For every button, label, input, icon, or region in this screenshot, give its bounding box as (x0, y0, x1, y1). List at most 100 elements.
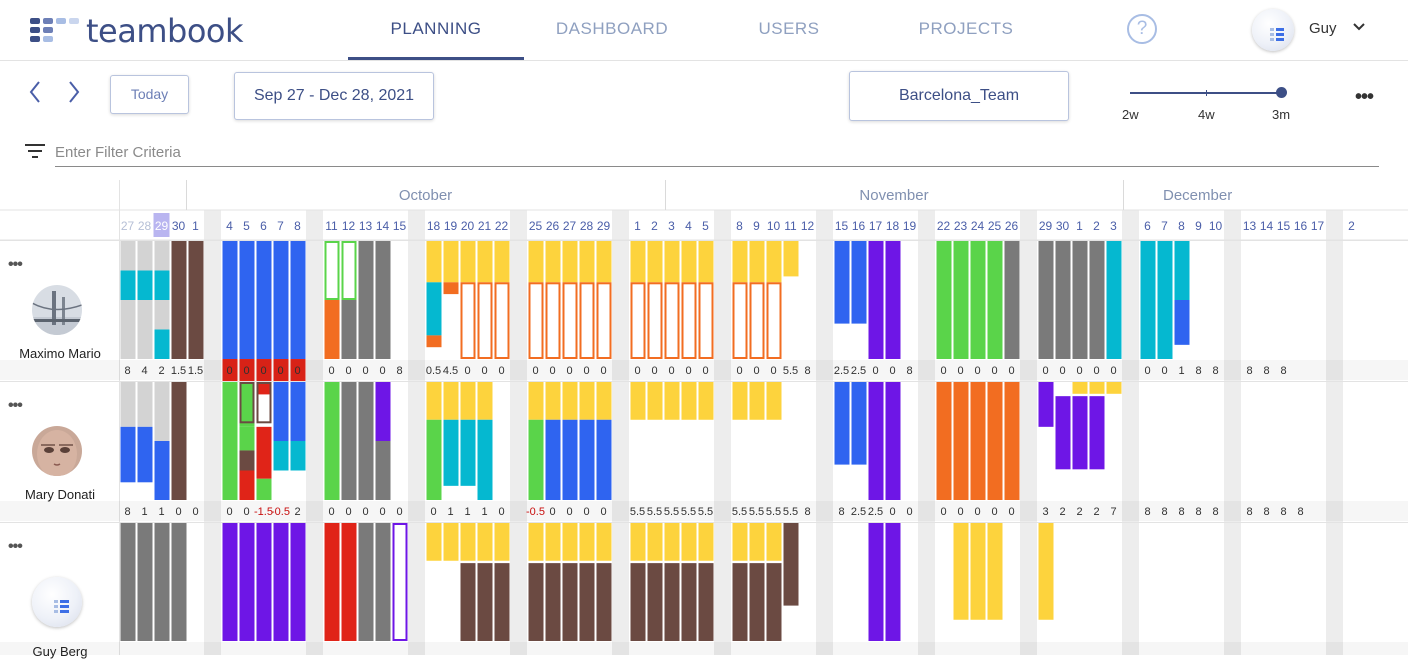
booking-bar[interactable] (698, 382, 714, 420)
booking-bar[interactable] (273, 441, 289, 471)
day-number[interactable]: 29 (155, 219, 169, 233)
booking-bar[interactable] (885, 523, 901, 641)
day-number[interactable]: 13 (1243, 219, 1257, 233)
booking-bar-tentative[interactable] (239, 382, 255, 424)
booking-bar[interactable] (341, 300, 357, 359)
booking-bar[interactable] (562, 523, 578, 561)
filter-icon[interactable] (25, 144, 45, 158)
booking-bar[interactable] (256, 359, 272, 395)
booking-bar[interactable] (664, 241, 680, 283)
booking-bar[interactable] (188, 241, 204, 359)
booking-bar[interactable] (1072, 382, 1088, 394)
booking-bar-tentative[interactable] (477, 282, 493, 359)
booking-bar[interactable] (749, 382, 765, 420)
day-number[interactable]: 15 (835, 219, 849, 233)
row-menu-icon[interactable]: ••• (8, 538, 23, 555)
booking-bar[interactable] (732, 382, 748, 420)
filter-input[interactable] (55, 139, 1379, 167)
booking-bar[interactable] (681, 382, 697, 420)
day-number[interactable]: 8 (1178, 219, 1185, 233)
booking-bar[interactable] (851, 382, 867, 465)
day-number[interactable]: 19 (444, 219, 458, 233)
day-number[interactable]: 8 (736, 219, 743, 233)
booking-bar[interactable] (681, 523, 697, 561)
booking-bar[interactable] (273, 241, 289, 359)
booking-bar-tentative[interactable] (630, 282, 646, 359)
booking-bar[interactable] (987, 241, 1003, 359)
booking-bar[interactable] (1174, 300, 1190, 345)
zoom-2w-label[interactable]: 2w (1122, 107, 1139, 122)
day-number[interactable]: 7 (277, 219, 284, 233)
booking-bar[interactable] (851, 241, 867, 324)
booking-bar[interactable] (239, 382, 255, 427)
booking-bar[interactable] (477, 382, 493, 420)
booking-bar[interactable] (222, 241, 238, 359)
day-number[interactable]: 13 (359, 219, 373, 233)
booking-bar[interactable] (477, 563, 493, 641)
booking-bar[interactable] (596, 241, 612, 283)
booking-bar[interactable] (239, 523, 255, 641)
booking-bar[interactable] (664, 523, 680, 561)
booking-bar[interactable] (171, 523, 187, 641)
today-button[interactable]: Today (110, 75, 189, 114)
booking-bar[interactable] (664, 382, 680, 420)
booking-bar[interactable] (766, 382, 782, 420)
booking-bar-tentative[interactable] (171, 382, 187, 500)
day-number[interactable]: 25 (988, 219, 1002, 233)
booking-bar[interactable] (953, 523, 969, 620)
day-number[interactable]: 2 (1093, 219, 1100, 233)
day-number[interactable]: 20 (461, 219, 475, 233)
booking-bar[interactable] (256, 241, 272, 359)
booking-bar[interactable] (528, 382, 544, 420)
date-range-picker[interactable]: Sep 27 - Dec 28, 2021 (234, 72, 434, 120)
booking-bar[interactable] (1055, 396, 1071, 470)
booking-bar[interactable] (239, 241, 255, 359)
booking-bar[interactable] (749, 523, 765, 561)
booking-bar[interactable] (137, 382, 153, 427)
booking-bar[interactable] (1089, 241, 1105, 359)
booking-bar-tentative[interactable] (647, 282, 663, 359)
booking-bar[interactable] (290, 382, 306, 441)
day-number[interactable]: 29 (597, 219, 611, 233)
tab-users[interactable]: USERS (758, 19, 820, 38)
booking-bar[interactable] (630, 241, 646, 283)
booking-bar-tentative[interactable] (664, 282, 680, 359)
day-number[interactable]: 27 (121, 219, 135, 233)
booking-bar-tentative[interactable] (579, 282, 595, 359)
booking-bar[interactable] (375, 523, 391, 641)
booking-bar[interactable] (766, 563, 782, 641)
day-number[interactable]: 10 (767, 219, 781, 233)
day-number[interactable]: 28 (580, 219, 594, 233)
booking-bar[interactable] (749, 241, 765, 283)
booking-bar[interactable] (579, 563, 595, 641)
booking-bar[interactable] (1157, 241, 1173, 359)
day-number[interactable]: 7 (1161, 219, 1168, 233)
booking-bar[interactable] (868, 382, 884, 500)
booking-bar[interactable] (154, 270, 170, 301)
booking-bar[interactable] (834, 241, 850, 324)
booking-bar[interactable] (120, 426, 136, 483)
booking-bar[interactable] (1004, 382, 1020, 500)
booking-bar[interactable] (732, 563, 748, 641)
booking-bar[interactable] (562, 382, 578, 420)
booking-bar[interactable] (324, 382, 340, 500)
booking-bar[interactable] (120, 300, 136, 359)
booking-bar[interactable] (545, 523, 561, 561)
day-number[interactable]: 6 (260, 219, 267, 233)
booking-bar[interactable] (426, 523, 442, 561)
booking-bar[interactable] (256, 523, 272, 641)
booking-bar[interactable] (528, 241, 544, 283)
booking-bar-tentative[interactable] (528, 282, 544, 359)
day-number[interactable]: 2 (1348, 219, 1355, 233)
day-number[interactable]: 26 (1005, 219, 1019, 233)
day-number[interactable]: 26 (546, 219, 560, 233)
booking-bar-tentative[interactable] (545, 282, 561, 359)
booking-bar[interactable] (1038, 241, 1054, 359)
day-number[interactable]: 6 (1144, 219, 1151, 233)
day-number[interactable]: 18 (427, 219, 441, 233)
booking-bar-tentative[interactable] (324, 241, 340, 300)
booking-bar-tentative[interactable] (392, 523, 408, 641)
slider-knob[interactable] (1276, 87, 1287, 98)
booking-bar[interactable] (443, 382, 459, 420)
booking-bar-tentative[interactable] (562, 282, 578, 359)
